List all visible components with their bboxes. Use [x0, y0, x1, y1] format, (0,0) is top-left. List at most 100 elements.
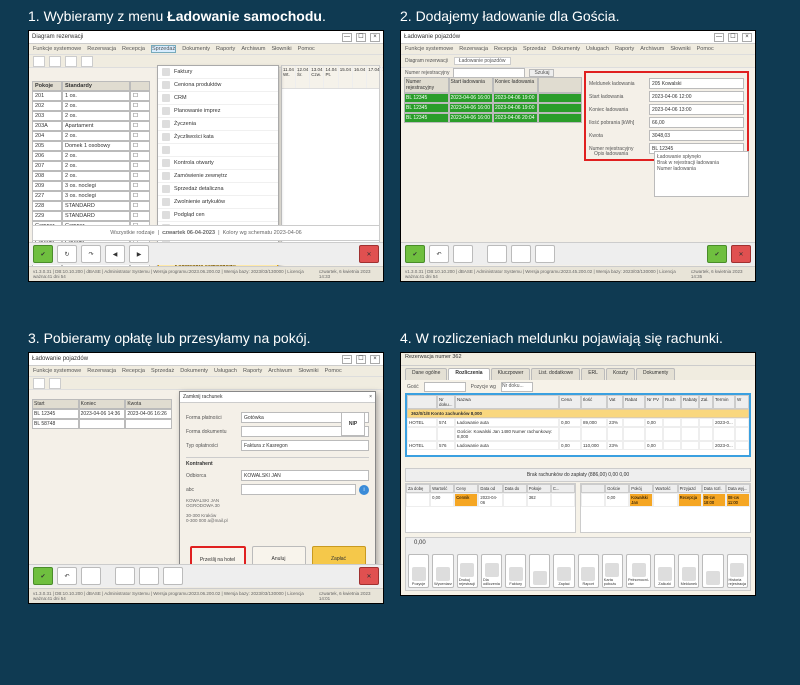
- confirm-button[interactable]: ✔: [405, 245, 425, 263]
- menu-item[interactable]: Życzenia: [158, 118, 278, 131]
- menu-item[interactable]: Planowanie imprez: [158, 105, 278, 118]
- info-icon[interactable]: i: [359, 485, 369, 495]
- next-button[interactable]: ▶: [129, 245, 149, 263]
- menu-icon: [162, 185, 170, 193]
- recipient-input[interactable]: KOWALSKI JAN: [241, 470, 369, 481]
- toolbar-button[interactable]: [702, 554, 723, 588]
- form-input[interactable]: Faktura z Kasregon: [241, 440, 369, 451]
- toolbar-button[interactable]: Faktury: [505, 554, 526, 588]
- menu-icon: [162, 120, 170, 128]
- tab[interactable]: Dane ogólne: [405, 368, 447, 380]
- search-button[interactable]: Szukaj: [529, 69, 554, 77]
- menu-item[interactable]: CRM: [158, 92, 278, 105]
- tab[interactable]: Dokumenty: [636, 368, 675, 380]
- save-button[interactable]: ✔: [707, 245, 727, 263]
- invoice-grid[interactable]: Nr doku...NazwaCenaIlośćVatRabatNr PVRuc…: [405, 393, 751, 457]
- menu-item[interactable]: Sprzedaż detaliczna: [158, 183, 278, 196]
- menu-icon: [162, 198, 170, 206]
- menu-item[interactable]: Zamówienie zewnętrz: [158, 170, 278, 183]
- tabs[interactable]: Dane ogólneRozliczeniaKluczpowerList. do…: [401, 366, 755, 380]
- toolbar-button[interactable]: Drukuj rejestracji: [457, 554, 478, 588]
- confirm-button[interactable]: ✔: [33, 245, 53, 263]
- toolbar-button[interactable]: [529, 554, 550, 588]
- undo-button[interactable]: ↶: [429, 245, 449, 263]
- toolbar-icon: [706, 571, 720, 585]
- nip-button[interactable]: NIP: [341, 412, 365, 436]
- action-bar[interactable]: ✔ ↻ ↷ ◀ ▶ ✕: [29, 242, 383, 265]
- close-icon[interactable]: ×: [369, 394, 372, 400]
- form-input[interactable]: 66,00: [649, 117, 744, 128]
- menu-item[interactable]: Pomoc: [298, 46, 315, 52]
- form-input[interactable]: 2023-04-06 12:00: [649, 91, 744, 102]
- tab[interactable]: List. dodatkowe: [531, 368, 580, 380]
- menu-item[interactable]: Faktury: [158, 66, 278, 79]
- close-icon[interactable]: ×: [742, 33, 752, 42]
- minimize-icon[interactable]: —: [714, 33, 724, 42]
- menu-item[interactable]: Zwolnienie artykułów: [158, 196, 278, 209]
- toolbar-button[interactable]: Zaliczki: [654, 554, 675, 588]
- menu-item[interactable]: Funkcje systemowe: [33, 46, 81, 52]
- window-buttons[interactable]: — ☐ ×: [342, 33, 380, 42]
- form-input[interactable]: 2023-04-06 13:00: [649, 104, 744, 115]
- tab[interactable]: Rozliczenia: [448, 368, 489, 380]
- toolbar-button[interactable]: Pełnomocni-ctw: [626, 554, 651, 588]
- toolbar-button[interactable]: Zapłać: [553, 554, 574, 588]
- toolbar-button[interactable]: Historia rejestracja: [727, 554, 749, 588]
- window-title: Ładowanie pojazdów: [32, 356, 88, 362]
- maximize-icon[interactable]: ☐: [356, 33, 366, 42]
- refresh-button[interactable]: ↻: [57, 245, 77, 263]
- arrow-button[interactable]: ↷: [81, 245, 101, 263]
- tab[interactable]: ERL: [581, 368, 605, 380]
- guest-select[interactable]: [424, 382, 466, 392]
- close-button[interactable]: ✕: [731, 245, 751, 263]
- form-input[interactable]: 3048,03: [649, 130, 744, 141]
- toolbar-button[interactable]: Karta pobożu: [602, 554, 623, 588]
- button-bar[interactable]: 0,00 PozycjeWyceniarzDrukuj rejestracjiD…: [405, 537, 751, 591]
- total-zero: 0,00: [414, 540, 426, 546]
- toolbar-button[interactable]: Dla odliczenia: [481, 554, 502, 588]
- prev-button[interactable]: ◀: [105, 245, 125, 263]
- menu-item[interactable]: Rezerwacja: [87, 46, 116, 52]
- toolbar-icon: [485, 563, 499, 577]
- toolbar-button[interactable]: Raport: [578, 554, 599, 588]
- menu-item[interactable]: Raporty: [216, 46, 235, 52]
- abc-input[interactable]: [241, 484, 356, 495]
- menu-icon: [162, 133, 170, 141]
- note-field[interactable]: Opis ładowania Ładowanie spłynęło Brak w…: [594, 151, 749, 197]
- menu-icon: [162, 211, 170, 219]
- menu-item[interactable]: Kontrola otwarty: [158, 157, 278, 170]
- menubar[interactable]: Funkcje systemoweRezerwacjaRecepcjaSprze…: [29, 366, 383, 377]
- toolbar-button[interactable]: Pozycje: [408, 554, 429, 588]
- menu-item[interactable]: Recepcja: [122, 46, 145, 52]
- menu-item[interactable]: [158, 144, 278, 157]
- close-button[interactable]: ✕: [359, 245, 379, 263]
- menu-item[interactable]: Życzliwości kata: [158, 131, 278, 144]
- toolbar-icon: [557, 567, 571, 581]
- menu-item[interactable]: Archiwum: [241, 46, 265, 52]
- toolbar-button[interactable]: Wyceniarz: [432, 554, 454, 588]
- lower-panes: Za dobęWartośćCenyData odData doPokojeC.…: [405, 483, 751, 533]
- menu-item[interactable]: Sprzedaż: [151, 45, 176, 53]
- menu-item[interactable]: Podgląd cen: [158, 209, 278, 222]
- filter-input[interactable]: Nr doku...: [501, 382, 533, 392]
- toolbar-icon: [658, 567, 672, 581]
- menubar[interactable]: Funkcje systemoweRezerwacjaRecepcjaSprze…: [401, 44, 755, 55]
- tab[interactable]: Kluczpower: [491, 368, 531, 380]
- charging-form[interactable]: Meldunek ładowania205 KowalskiStart łado…: [584, 71, 749, 161]
- tab[interactable]: Koszty: [606, 368, 635, 380]
- toolbar-icon: [533, 571, 547, 585]
- minimize-icon[interactable]: —: [342, 33, 352, 42]
- menubar[interactable]: Funkcje systemowe Rezerwacja Recepcja Sprze…: [29, 44, 383, 55]
- status-bar: v1.3.0.31 | DB:10.10.200 | dBASE | Admin…: [29, 266, 383, 281]
- action-bar[interactable]: ✔ ↶ ✔ ✕: [401, 242, 755, 265]
- menu-icon: [162, 68, 170, 76]
- form-input[interactable]: 205 Kowalski: [649, 78, 744, 89]
- close-icon[interactable]: ×: [370, 33, 380, 42]
- maximize-icon[interactable]: ☐: [728, 33, 738, 42]
- step3-caption: 3. Pobieramy opłatę lub przesyłamy na po…: [28, 330, 388, 346]
- menu-item[interactable]: Słowniki: [271, 46, 291, 52]
- menu-item[interactable]: Ceniona produktów: [158, 79, 278, 92]
- toolbar-button[interactable]: Meldunek: [678, 554, 699, 588]
- tab-row[interactable]: Diagram rezerwacjiŁadowanie pojazdów: [401, 55, 755, 68]
- menu-item[interactable]: Dokumenty: [182, 46, 210, 52]
